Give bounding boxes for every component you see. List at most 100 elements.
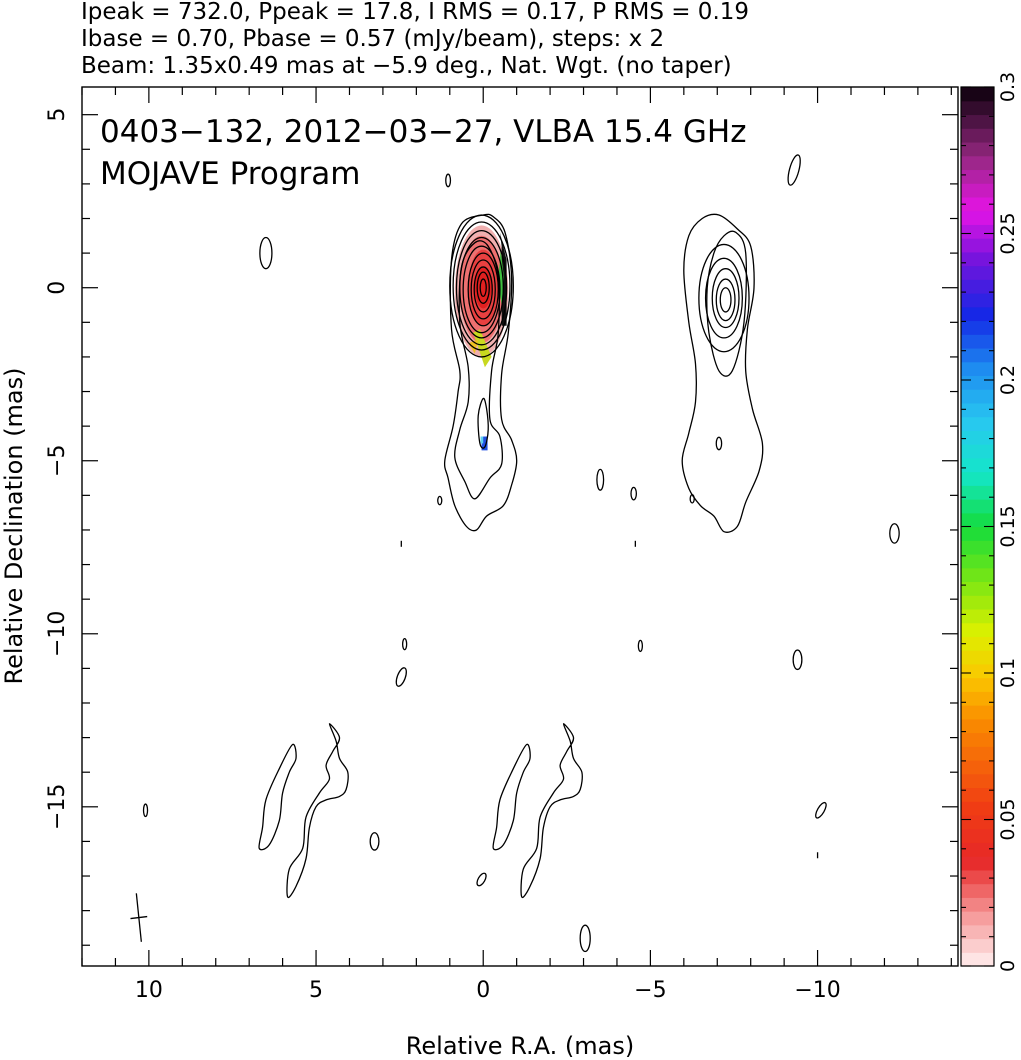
- colorbar-segment: [961, 814, 994, 830]
- x-tick-label: 10: [135, 978, 163, 1003]
- sidelobe-contour-a-1: [520, 723, 583, 899]
- noise-contour-3: [437, 495, 443, 506]
- colorbar-segment: [961, 856, 994, 871]
- colorbar-label: 0: [997, 960, 1019, 972]
- colorbar-segment: [961, 759, 994, 775]
- noise-contour-0: [259, 236, 273, 270]
- colorbar-segment: [961, 265, 994, 280]
- noise-contour-11: [792, 649, 803, 671]
- colorbar-segment: [961, 183, 994, 198]
- colorbar-segment: [961, 361, 994, 377]
- noise-contour-14: [476, 872, 487, 887]
- noise-contour-16: [815, 801, 827, 819]
- colorbar-segment: [961, 952, 994, 967]
- colorbar-segment: [961, 924, 994, 940]
- colorbar-segment: [961, 581, 994, 596]
- noise-contour-2: [787, 154, 801, 186]
- y-tick-label: 5: [45, 108, 70, 122]
- jet-knot-contour-total: [477, 397, 489, 449]
- plot-frame: [81, 86, 959, 967]
- colorbar-segment: [961, 87, 994, 102]
- colorbar-segment: [961, 306, 994, 322]
- colorbar-segment: [961, 224, 994, 239]
- colorbar-segment: [961, 773, 994, 789]
- colorbar-segment: [961, 169, 994, 184]
- colorbar-segment: [961, 622, 994, 637]
- pol-fill-green-tail: [473, 329, 492, 368]
- y-tick-label: −10: [45, 611, 70, 657]
- pol-core-contour-4: [719, 287, 732, 313]
- pol-core-contour-2: [711, 268, 740, 329]
- colorbar-segment: [961, 416, 994, 431]
- colorbar-segment: [961, 238, 994, 253]
- colorbar-segment: [961, 746, 994, 761]
- x-tick-label: 0: [476, 978, 490, 1003]
- x-tick-label: −10: [794, 978, 840, 1003]
- jet-second-contour-pol: [706, 230, 748, 377]
- colorbar-segment: [961, 389, 994, 404]
- colorbar-segment: [961, 485, 994, 500]
- colorbar-segment: [961, 402, 994, 418]
- colorbar-segment: [961, 883, 994, 898]
- colorbar-segment: [961, 567, 994, 583]
- colorbar-segment: [961, 320, 994, 335]
- noise-contour-10: [637, 639, 644, 653]
- colorbar-segment: [961, 636, 994, 651]
- x-axis-label: Relative R.A. (mas): [406, 1032, 634, 1060]
- colorbar-segment: [961, 677, 994, 692]
- colorbar-segment: [961, 705, 994, 720]
- x-tick-label: −5: [634, 978, 666, 1003]
- colorbar-segment: [961, 869, 994, 885]
- colorbar-segment: [961, 347, 994, 363]
- colorbar-segment: [961, 444, 994, 459]
- colorbar-segment: [961, 938, 994, 953]
- colorbar-segment: [961, 499, 994, 514]
- pol-fill-blue-knot: [481, 436, 488, 451]
- colorbar-segment: [961, 828, 994, 843]
- noise-contour-15: [579, 924, 591, 953]
- colorbar-segment: [961, 526, 994, 541]
- colorbar-segment: [961, 196, 994, 212]
- colorbar-segment: [961, 141, 994, 157]
- colorbar-segment: [961, 279, 994, 294]
- colorbar-segment: [961, 663, 994, 679]
- pol-core-contour-0: [698, 243, 750, 353]
- axis-ticks: [81, 87, 958, 966]
- noise-contour-5: [630, 486, 638, 501]
- beam-cross-minor: [130, 915, 148, 920]
- x-tick-label: 5: [309, 978, 323, 1003]
- colorbar-segment: [961, 293, 994, 308]
- source-annotation: 0403−132, 2012−03−27, VLBA 15.4 GHz: [100, 114, 746, 150]
- noise-contour-12: [142, 803, 149, 818]
- core-contour-8: [476, 271, 490, 304]
- core-contour-5: [467, 252, 499, 327]
- colorbar-label: 0.3: [997, 72, 1019, 102]
- colorbar-segment: [961, 100, 994, 116]
- jet-outer-contour-total: [443, 213, 518, 532]
- y-tick-label: −5: [45, 445, 70, 477]
- core-contour-6: [470, 259, 496, 320]
- noise-contour-8: [401, 637, 408, 651]
- sidelobe-contour-b-1: [492, 743, 531, 851]
- core-contour-4: [462, 245, 501, 334]
- colorbar-segment: [961, 787, 994, 802]
- colorbar-label: 0.2: [997, 365, 1019, 395]
- noise-contour-4: [596, 468, 605, 491]
- core-contour-9: [479, 278, 487, 298]
- colorbar-segment: [961, 553, 994, 569]
- core-contour-2: [455, 229, 508, 346]
- core-contour-7: [473, 266, 493, 313]
- noise-contour-6: [715, 436, 723, 451]
- noise-contour-9: [395, 667, 407, 687]
- colorbar-label: 0.05: [997, 798, 1019, 840]
- noise-contour-13: [369, 832, 380, 851]
- header-line-3: Beam: 1.35x0.49 mas at −5.9 deg., Nat. W…: [81, 53, 732, 79]
- colorbar-label: 0.1: [997, 658, 1019, 688]
- jet-second-contour-total: [454, 240, 503, 500]
- colorbar-segment: [961, 457, 994, 473]
- colorbar-segment: [961, 375, 994, 390]
- y-tick-label: −15: [45, 784, 70, 830]
- contour-layer: [130, 154, 900, 953]
- colorbar-segment: [961, 595, 994, 610]
